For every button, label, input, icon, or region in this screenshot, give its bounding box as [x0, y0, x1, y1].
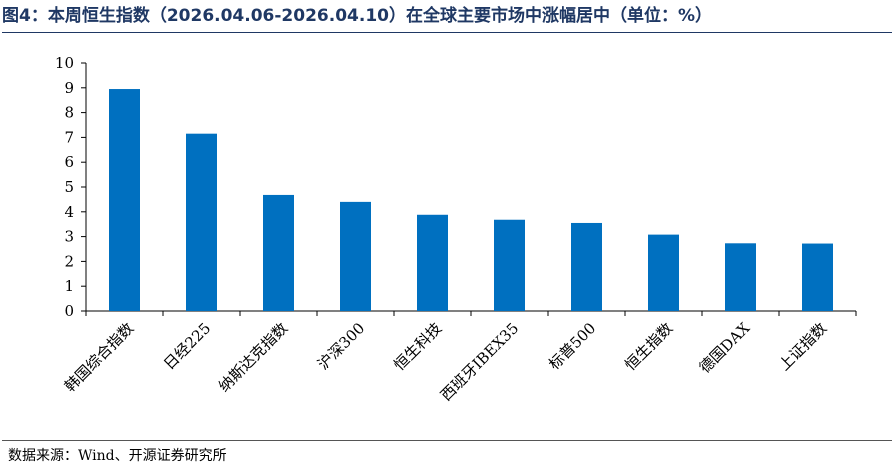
footer-divider — [2, 440, 892, 441]
y-tick-label: 8 — [64, 104, 74, 122]
bar-chart: 0 1 2 3 4 5 6 7 8 9 10 韩国综合指数 日经225 纳斯达克指数 沪深300 恒生科技西… — [55, 54, 857, 405]
bars-group — [109, 89, 833, 311]
x-tick-label: 德国DAX — [696, 319, 754, 377]
bar — [417, 214, 448, 311]
x-tick-label: 日经225 — [160, 319, 214, 373]
y-tick-label: 6 — [64, 153, 74, 171]
bar — [340, 201, 371, 311]
bar — [109, 89, 140, 311]
bar — [648, 234, 679, 311]
x-tick-label: 恒生科技 — [390, 319, 445, 374]
x-tick-label: 恒生指数 — [621, 319, 676, 374]
bar — [494, 219, 525, 311]
bar — [186, 133, 217, 311]
y-tick-label: 7 — [64, 128, 74, 146]
bar — [263, 194, 294, 311]
chart-title: 图4：本周恒生指数（2026.04.06-2026.04.10）在全球主要市场中… — [2, 6, 713, 26]
source-note: 数据来源：Wind、开源证券研究所 — [8, 448, 227, 464]
x-tick-label: 纳斯达克指数 — [215, 319, 291, 395]
y-tick-label: 10 — [55, 54, 74, 72]
x-tick-label: 韩国综合指数 — [61, 319, 137, 395]
y-axis: 0 1 2 3 4 5 6 7 8 9 10 — [55, 54, 87, 320]
x-tick-label: 上证指数 — [775, 319, 830, 374]
y-tick-label: 3 — [64, 228, 74, 246]
title-underline — [2, 32, 892, 33]
x-tick-label: 西班牙IBEX35 — [437, 319, 522, 404]
x-tick-label: 标普500 — [545, 319, 599, 373]
y-tick-label: 5 — [64, 178, 74, 196]
bar — [571, 222, 602, 311]
bar — [802, 243, 833, 311]
bar — [725, 243, 756, 311]
x-axis — [85, 310, 857, 316]
y-tick-label: 9 — [64, 79, 74, 97]
y-tick-label: 1 — [64, 277, 74, 295]
y-tick-label: 4 — [64, 203, 74, 221]
y-tick-label: 0 — [64, 302, 74, 320]
y-tick-label: 2 — [64, 252, 74, 270]
x-tick-label: 沪深300 — [314, 319, 368, 373]
